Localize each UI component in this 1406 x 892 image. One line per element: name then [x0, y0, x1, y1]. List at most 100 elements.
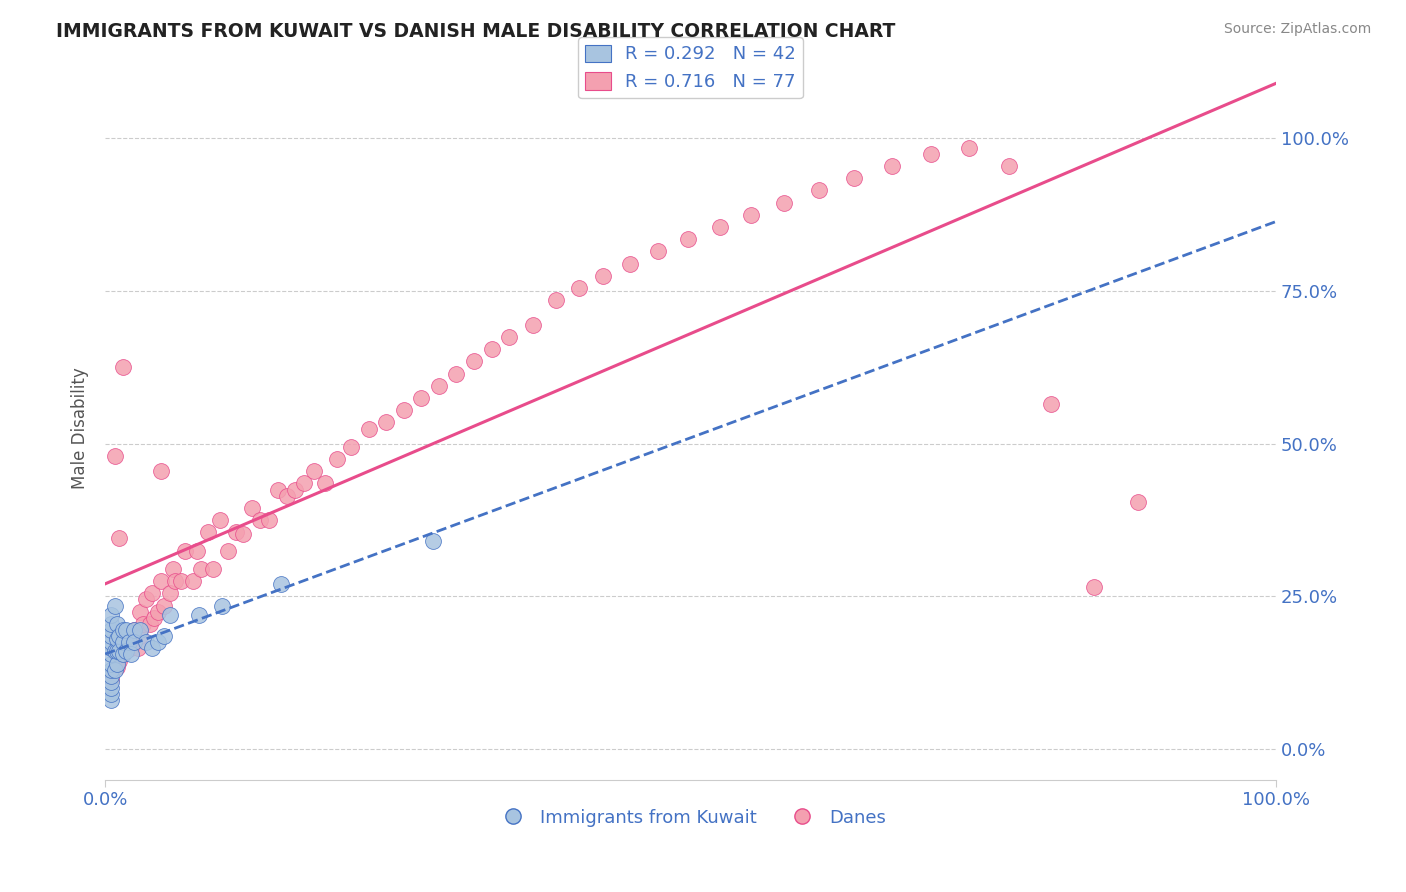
Point — [217, 543, 239, 558]
Point — [240, 500, 263, 515]
Point — [129, 629, 152, 643]
Point — [111, 648, 134, 662]
Point — [103, 449, 125, 463]
Point — [100, 687, 122, 701]
Point — [357, 421, 380, 435]
Point — [1083, 580, 1105, 594]
Point — [190, 562, 212, 576]
Point — [100, 635, 122, 649]
Point — [105, 648, 128, 662]
Point — [920, 146, 942, 161]
Point — [105, 659, 128, 673]
Point — [100, 693, 122, 707]
Point — [100, 629, 122, 643]
Point — [129, 605, 152, 619]
Point — [232, 527, 254, 541]
Point — [709, 220, 731, 235]
Point — [131, 616, 153, 631]
Point — [1040, 397, 1063, 411]
Point — [124, 623, 146, 637]
Point — [146, 635, 169, 649]
Point — [619, 257, 641, 271]
Point — [100, 616, 122, 631]
Point — [257, 513, 280, 527]
Point — [100, 607, 122, 622]
Point — [120, 641, 142, 656]
Point — [100, 641, 122, 656]
Point — [249, 513, 271, 527]
Point — [498, 330, 520, 344]
Point — [108, 629, 131, 643]
Point — [201, 562, 224, 576]
Point — [129, 623, 152, 637]
Point — [115, 641, 138, 656]
Point — [340, 440, 363, 454]
Point — [1126, 495, 1149, 509]
Point — [375, 416, 398, 430]
Point — [108, 532, 131, 546]
Point — [100, 623, 122, 637]
Point — [103, 663, 125, 677]
Point — [998, 159, 1021, 173]
Point — [100, 657, 122, 671]
Point — [647, 244, 669, 259]
Text: Source: ZipAtlas.com: Source: ZipAtlas.com — [1223, 22, 1371, 37]
Text: IMMIGRANTS FROM KUWAIT VS DANISH MALE DISABILITY CORRELATION CHART: IMMIGRANTS FROM KUWAIT VS DANISH MALE DI… — [56, 22, 896, 41]
Point — [880, 159, 903, 173]
Point — [208, 513, 231, 527]
Point — [111, 635, 134, 649]
Point — [108, 644, 131, 658]
Point — [165, 574, 187, 589]
Point — [808, 183, 831, 197]
Point — [111, 360, 134, 375]
Point — [100, 681, 122, 695]
Point — [135, 592, 157, 607]
Point — [103, 599, 125, 613]
Point — [115, 623, 138, 637]
Point — [740, 208, 762, 222]
Point — [302, 464, 325, 478]
Point — [773, 195, 796, 210]
Point — [422, 534, 444, 549]
Point — [270, 577, 292, 591]
Point — [100, 663, 122, 677]
Point — [678, 232, 700, 246]
Point — [181, 574, 204, 589]
Point — [115, 644, 138, 658]
Point — [111, 623, 134, 637]
Point — [100, 674, 122, 689]
Point — [143, 611, 166, 625]
Point — [592, 268, 614, 283]
Point — [117, 635, 139, 649]
Point — [446, 367, 468, 381]
Point — [225, 525, 247, 540]
Point — [522, 318, 544, 332]
Point — [141, 641, 163, 656]
Point — [314, 476, 336, 491]
Legend: Immigrants from Kuwait, Danes: Immigrants from Kuwait, Danes — [488, 801, 893, 834]
Y-axis label: Male Disability: Male Disability — [72, 368, 89, 490]
Point — [105, 616, 128, 631]
Point — [120, 648, 142, 662]
Point — [100, 672, 122, 686]
Point — [186, 543, 208, 558]
Point — [124, 635, 146, 649]
Point — [162, 562, 184, 576]
Point — [187, 607, 209, 622]
Point — [170, 574, 193, 589]
Point — [159, 607, 181, 622]
Point — [481, 342, 503, 356]
Point — [173, 543, 195, 558]
Point — [111, 648, 134, 662]
Point — [211, 599, 233, 613]
Point — [146, 605, 169, 619]
Point — [103, 644, 125, 658]
Point — [108, 654, 131, 668]
Point — [135, 635, 157, 649]
Point — [292, 476, 315, 491]
Point — [152, 599, 174, 613]
Point — [100, 648, 122, 662]
Point — [141, 586, 163, 600]
Point — [105, 657, 128, 671]
Point — [411, 391, 433, 405]
